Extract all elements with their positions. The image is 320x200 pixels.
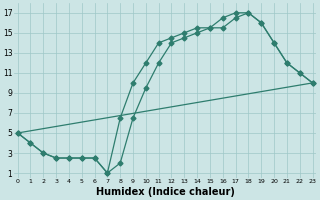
X-axis label: Humidex (Indice chaleur): Humidex (Indice chaleur): [96, 187, 235, 197]
